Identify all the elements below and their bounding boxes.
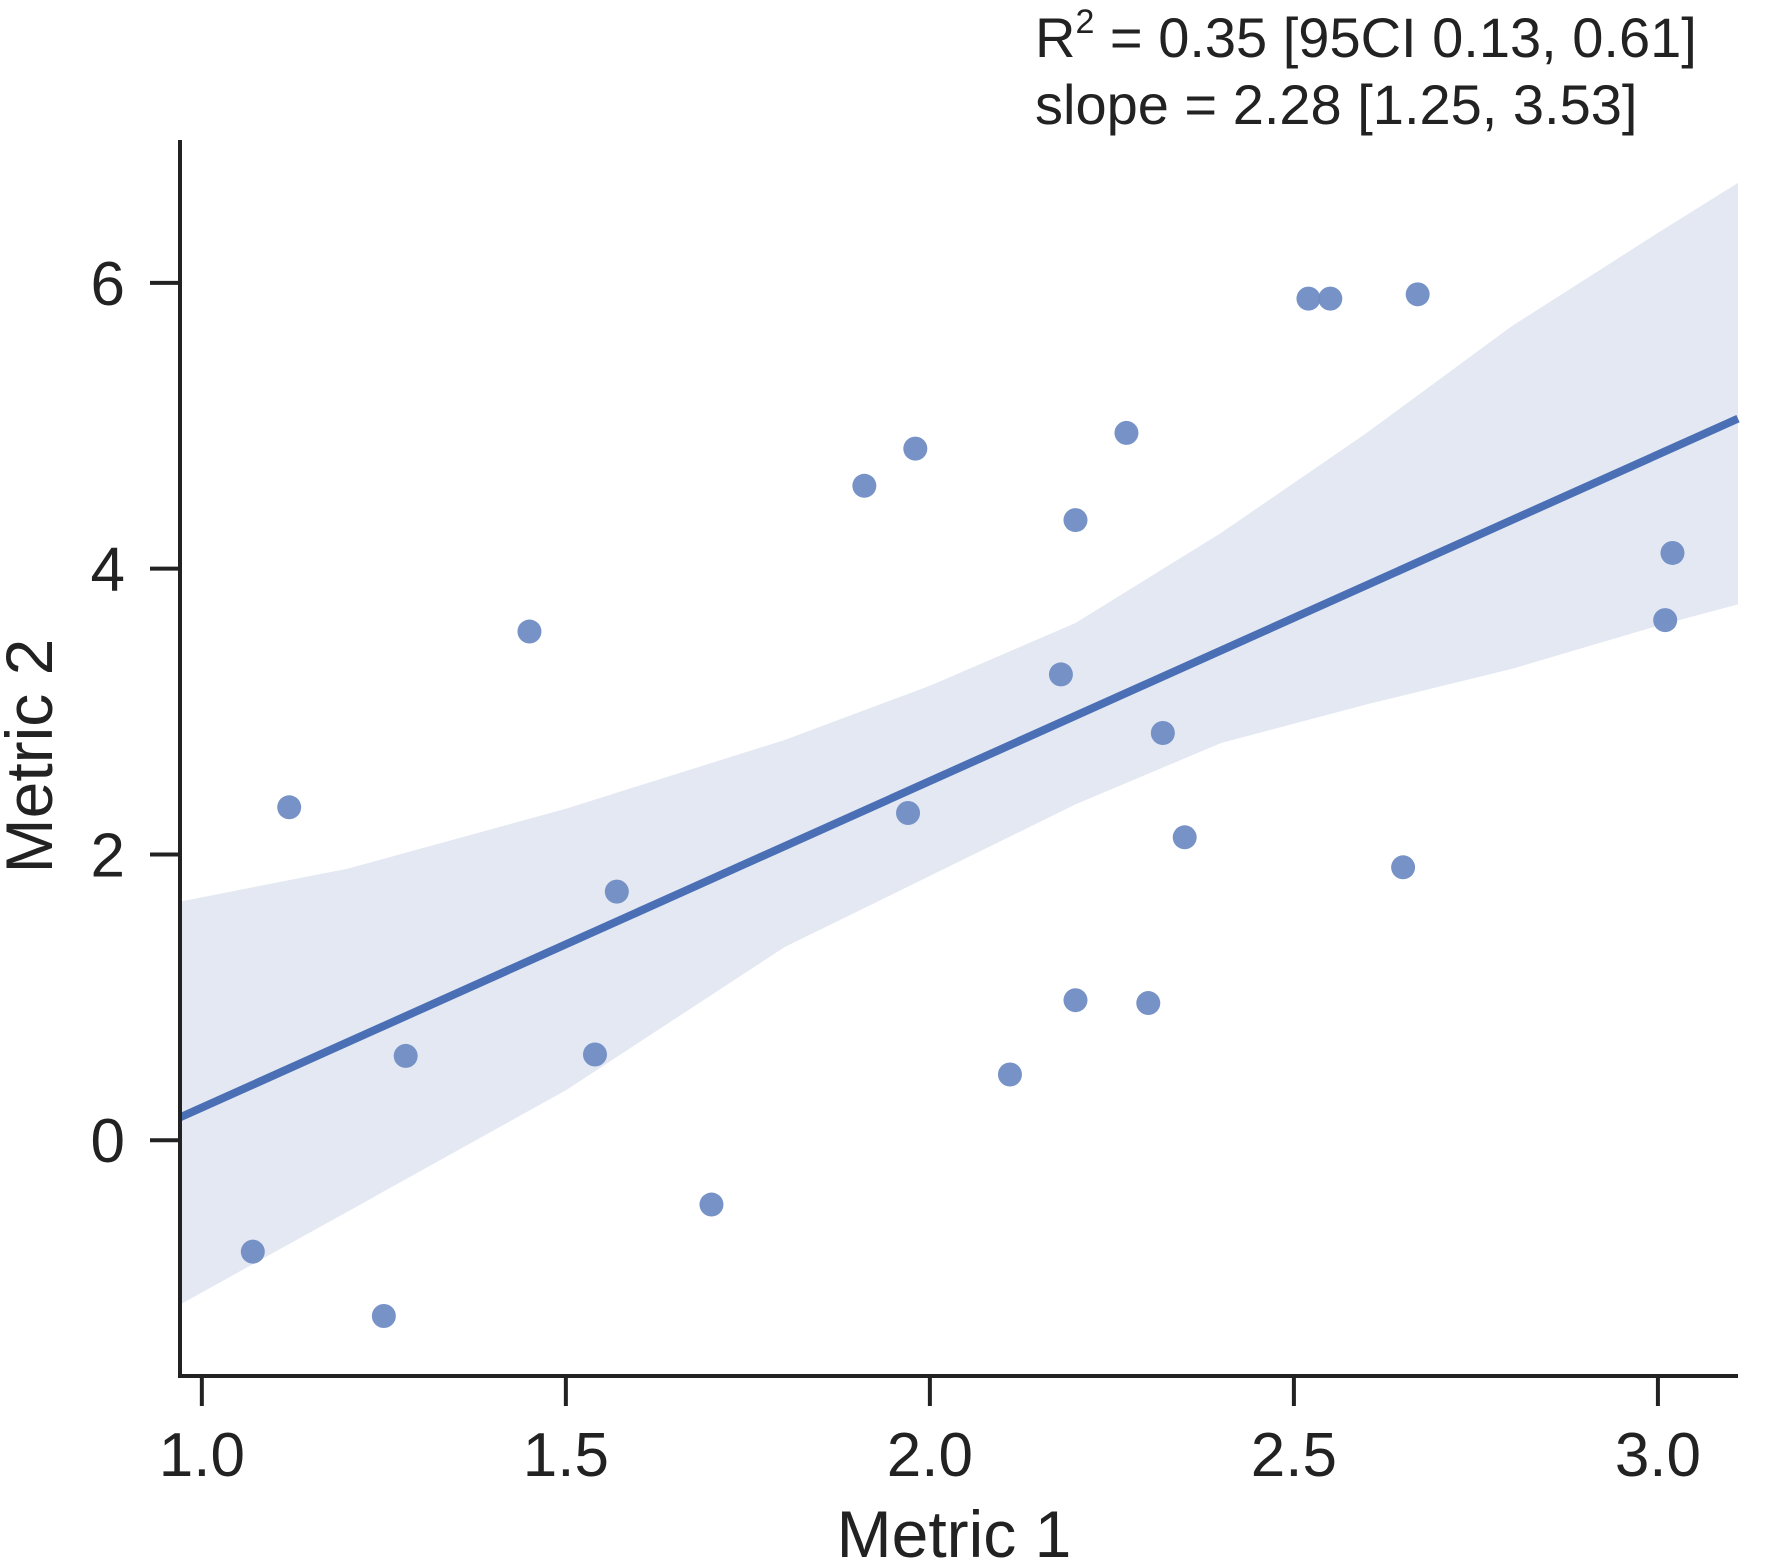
data-point: [1063, 988, 1088, 1013]
points-layer: [240, 282, 1685, 1328]
ci-band-layer: [180, 182, 1738, 1305]
x-axis-title: Metric 1: [837, 1497, 1072, 1564]
data-point: [1063, 508, 1088, 533]
data-point: [1114, 420, 1139, 445]
data-point: [852, 473, 877, 498]
annotation-r2-symbol: R: [1035, 6, 1075, 69]
data-point: [277, 795, 302, 820]
confidence-band: [180, 182, 1738, 1305]
y-tick-label: 0: [91, 1107, 125, 1176]
data-point: [1391, 855, 1416, 880]
data-point: [604, 879, 629, 904]
data-point: [1318, 286, 1343, 311]
data-point: [1150, 720, 1175, 745]
x-tick-label: 1.0: [159, 1421, 245, 1490]
regression-line: [178, 414, 1740, 1122]
annotation-r2-rest: = 0.35 [95CI 0.13, 0.61]: [1094, 6, 1696, 69]
x-tick-label: 2.0: [887, 1421, 973, 1490]
data-point: [997, 1062, 1022, 1087]
data-point: [517, 619, 542, 644]
data-point: [371, 1303, 396, 1328]
y-tick-label: 4: [91, 536, 125, 605]
x-tick-label: 2.5: [1251, 1421, 1337, 1490]
data-point: [1405, 282, 1430, 307]
x-tick-label: 1.5: [523, 1421, 609, 1490]
annotation-r2: R2 = 0.35 [95CI 0.13, 0.61]: [1035, 3, 1697, 69]
data-point: [896, 801, 921, 826]
regression-layer: [178, 414, 1740, 1122]
y-tick-label: 2: [91, 821, 125, 890]
annotation-slope: slope = 2.28 [1.25, 3.53]: [1035, 73, 1637, 136]
data-point: [582, 1042, 607, 1067]
data-point: [1172, 825, 1197, 850]
axes-layer: 1.0 1.5 2.0 2.5 3.0 0 2 4 6: [91, 140, 1738, 1490]
data-point: [1653, 608, 1678, 633]
y-axis-title: Metric 2: [0, 639, 66, 874]
data-point: [1136, 991, 1161, 1016]
y-tick-label: 6: [91, 250, 125, 319]
data-point: [240, 1239, 265, 1264]
data-point: [1296, 286, 1321, 311]
data-point: [1048, 662, 1073, 687]
data-point: [1660, 540, 1685, 565]
data-point: [393, 1043, 418, 1068]
x-tick-label: 3.0: [1615, 1421, 1701, 1490]
data-point: [903, 436, 928, 461]
data-point: [699, 1192, 724, 1217]
annotation-r2-superscript: 2: [1075, 3, 1094, 41]
